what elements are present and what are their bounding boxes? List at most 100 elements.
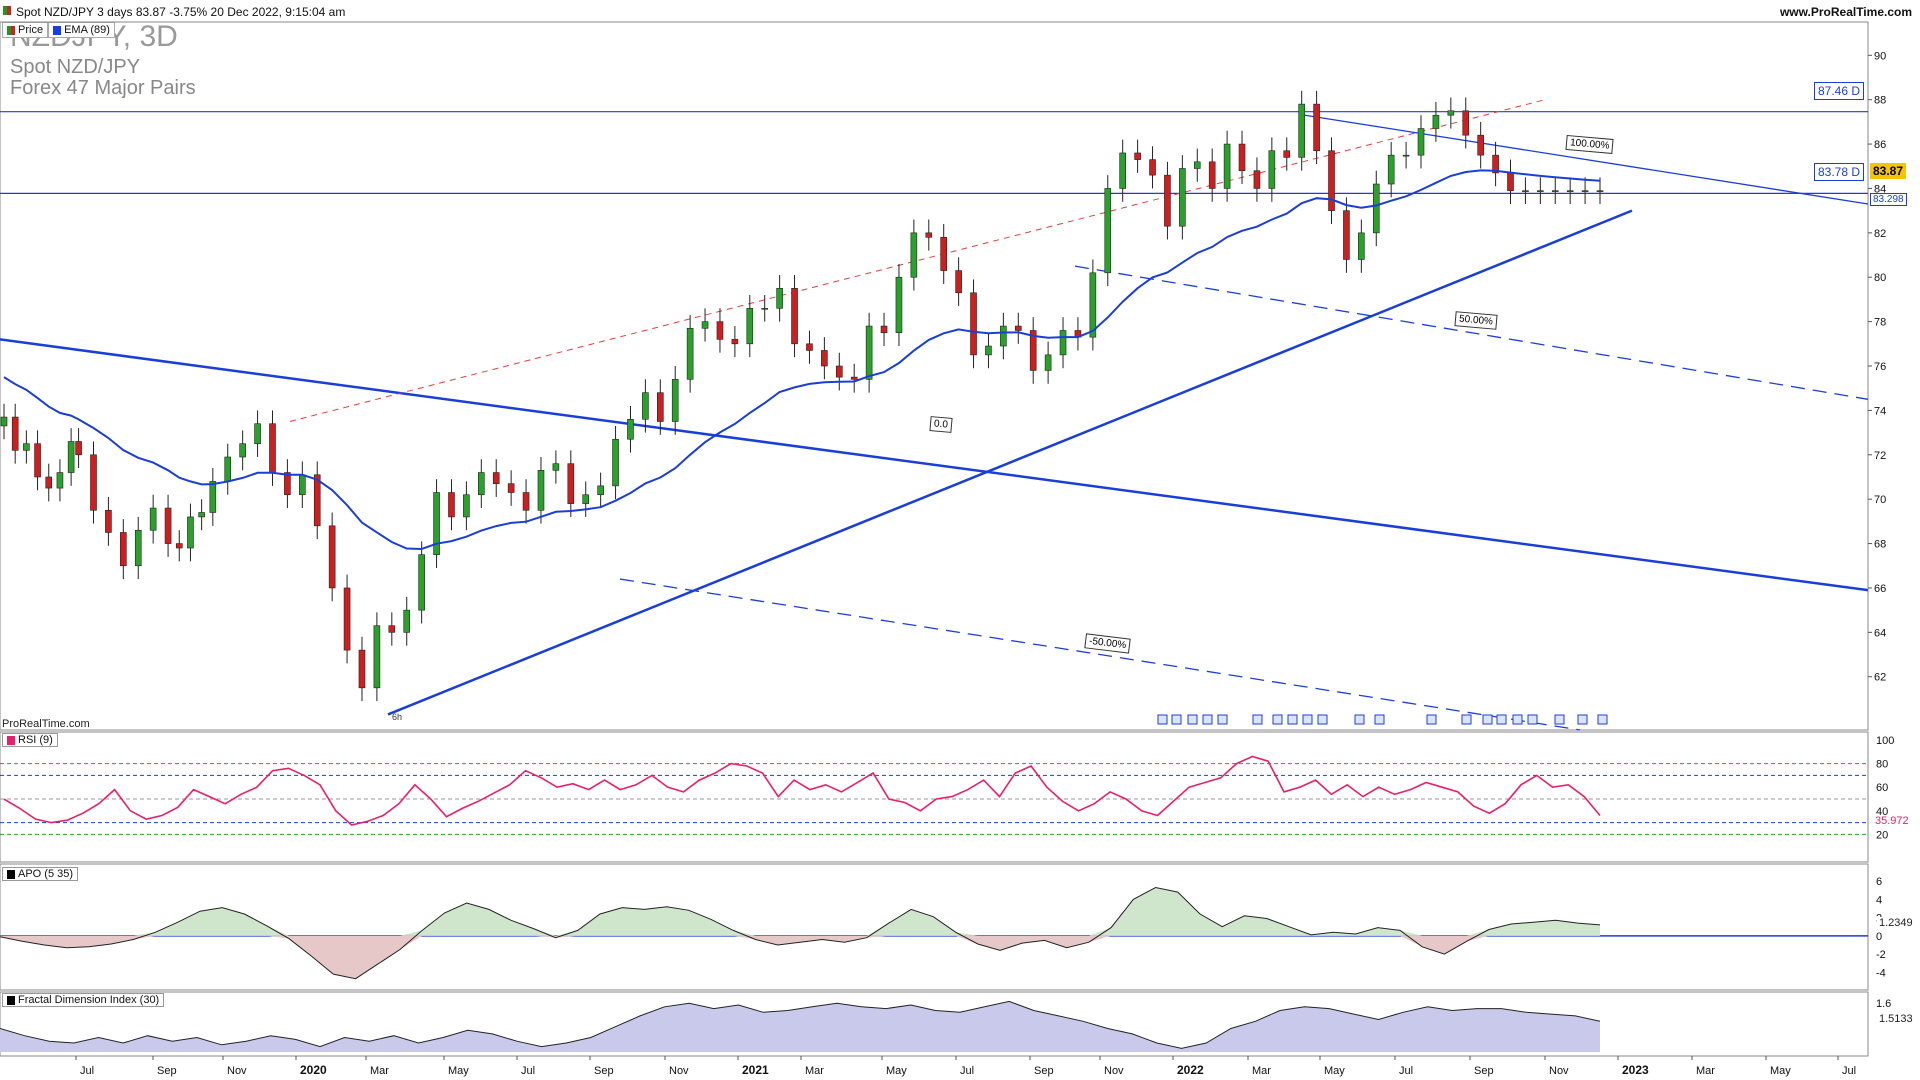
candle-body xyxy=(537,470,545,511)
candle-body xyxy=(940,236,948,271)
candle-body xyxy=(1372,183,1380,234)
apo-tick-label: 6 xyxy=(1876,876,1882,888)
x-tick-label: Sep xyxy=(1474,1065,1494,1077)
rsi-label[interactable]: RSI (9) xyxy=(2,733,58,747)
candle-body xyxy=(1507,172,1514,191)
candle-body xyxy=(478,472,485,496)
candle-body xyxy=(1029,330,1037,371)
candle-body xyxy=(656,392,664,422)
candle-body xyxy=(701,321,709,329)
x-tick-label: May xyxy=(886,1065,907,1077)
price-panel-frame xyxy=(0,21,1869,731)
candle-body xyxy=(910,232,918,278)
candle-body xyxy=(388,625,396,633)
x-tick-label: 2022 xyxy=(1177,1063,1204,1077)
candle-body xyxy=(284,472,291,496)
long-downtrend-line xyxy=(0,338,1869,592)
candle-body xyxy=(433,492,440,555)
candle-body xyxy=(1343,210,1350,260)
fdi-fill xyxy=(0,1001,1600,1052)
candle-body xyxy=(806,343,813,351)
x-tick-label: Mar xyxy=(805,1065,824,1077)
candle-body xyxy=(403,609,411,633)
candle-body xyxy=(224,456,232,482)
candle-body xyxy=(1044,354,1052,371)
candle-body xyxy=(1596,190,1604,192)
x-tick-label: Jul xyxy=(1842,1065,1856,1077)
x-tick-label: May xyxy=(1324,1065,1345,1077)
rsi-panel-frame xyxy=(0,731,1869,863)
x-tick-label: Sep xyxy=(594,1065,614,1077)
candle-body xyxy=(1193,161,1201,169)
candle-body xyxy=(1000,325,1007,347)
price-tick-label: 78 xyxy=(1874,317,1886,329)
candle-body xyxy=(582,494,590,504)
apo-label-text: APO (5 35) xyxy=(18,868,74,880)
candle-body xyxy=(1358,232,1365,260)
site-link[interactable]: www.ProRealTime.com xyxy=(1779,5,1912,19)
rsi-tick-label: 60 xyxy=(1876,782,1888,794)
candle-body xyxy=(209,481,217,513)
fib-neg50-line xyxy=(619,578,1581,731)
candle-body xyxy=(1313,103,1320,152)
candle-body xyxy=(198,512,205,518)
rsi-value-tag: 35.972 xyxy=(1873,815,1911,827)
candle-body xyxy=(1492,154,1499,174)
price-tick-label: 72 xyxy=(1874,450,1886,462)
fib-anchor-label: 6h xyxy=(392,712,403,722)
legend-price-label: Price xyxy=(18,24,44,36)
candle-body xyxy=(850,376,858,380)
candle-body xyxy=(955,270,962,294)
x-tick-label: Mar xyxy=(1252,1065,1271,1077)
candle-body xyxy=(985,345,992,356)
fib-100-line xyxy=(1304,114,1869,205)
instrument-line: Spot NZD/JPY 3 days 83.87 -3.75% 20 Dec … xyxy=(16,5,346,19)
candle-body xyxy=(970,292,977,356)
apo-label[interactable]: APO (5 35) xyxy=(2,867,79,881)
legend-ema[interactable]: EMA (89) xyxy=(48,22,115,38)
candle-body xyxy=(56,472,64,489)
candle-body xyxy=(1134,152,1141,160)
event-marker-icon xyxy=(1461,714,1472,725)
candle-body xyxy=(776,288,783,309)
header-bar: Spot NZD/JPY 3 days 83.87 -3.75% 20 Dec … xyxy=(0,0,1920,22)
candle-body xyxy=(1104,188,1112,274)
price-tick-label: 82 xyxy=(1874,228,1886,240)
candle-body xyxy=(746,308,754,345)
fdi-label[interactable]: Fractal Dimension Index (30) xyxy=(2,993,165,1007)
resistance-tag: 87.46 D xyxy=(1814,82,1865,100)
apo-tick-label: -2 xyxy=(1876,949,1886,961)
candle-body xyxy=(925,232,933,238)
event-marker-icon xyxy=(1554,714,1565,725)
candle-body xyxy=(821,350,828,367)
candle-body xyxy=(1089,272,1097,338)
x-tick-label: 2023 xyxy=(1622,1063,1649,1077)
price-tick-label: 64 xyxy=(1874,627,1886,639)
x-tick-label: Nov xyxy=(1104,1065,1124,1077)
rsi-tick-label: 40 xyxy=(1876,806,1888,818)
event-marker-icon xyxy=(1426,714,1437,725)
candle-body xyxy=(1581,190,1589,192)
candle-body xyxy=(1208,161,1216,189)
support-tag: 83.78 D xyxy=(1814,163,1865,181)
apo-tick-label: 4 xyxy=(1876,894,1882,906)
last-price-tag: 83.87 xyxy=(1870,163,1907,179)
x-tick-label: Sep xyxy=(1034,1065,1054,1077)
candle-body xyxy=(880,325,888,334)
rsi-label-text: RSI (9) xyxy=(18,734,53,746)
candle-body xyxy=(0,416,8,427)
fdi-swatch-icon xyxy=(7,995,15,1005)
candle-body xyxy=(239,443,246,458)
candle-body xyxy=(1238,143,1246,172)
candle-body xyxy=(1253,170,1261,189)
apo-negative-fill xyxy=(0,935,1600,979)
candle-body xyxy=(1223,143,1231,189)
price-tick-label: 80 xyxy=(1874,272,1886,284)
candle-body xyxy=(75,441,82,456)
candle-body xyxy=(175,543,183,549)
candle-body xyxy=(358,649,366,689)
event-marker-icon xyxy=(1496,714,1507,725)
candle-body xyxy=(1328,150,1335,211)
candle-body xyxy=(1477,134,1484,156)
